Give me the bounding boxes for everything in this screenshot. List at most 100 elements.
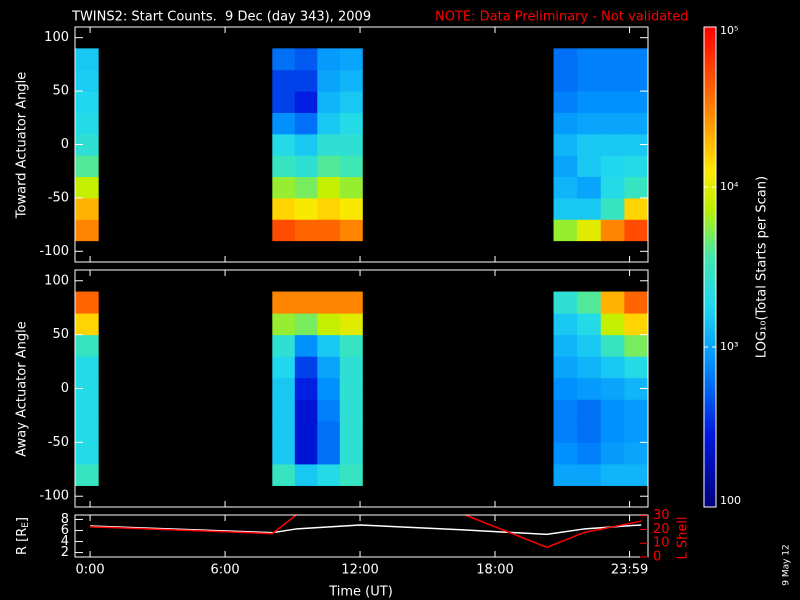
heatmap-cell (317, 334, 341, 357)
colorbar-tick-label: 10⁵ (720, 24, 738, 37)
heatmap-cell (624, 291, 649, 314)
x-tick-label: 23:59 (611, 563, 648, 578)
heatmap-cell (294, 176, 318, 199)
heatmap-cell (75, 155, 99, 178)
heatmap-cell (294, 91, 318, 113)
heatmap-cell (553, 334, 578, 357)
heatmap-cell (272, 112, 296, 135)
heatmap-cell (317, 91, 341, 113)
heatmap-cell (75, 334, 99, 357)
heatmap-cell (294, 155, 318, 178)
heatmap-cell (317, 197, 341, 220)
x-tick-label: 6:00 (210, 563, 239, 578)
heatmap-cell (75, 91, 99, 113)
heatmap-cell (317, 463, 341, 486)
heatmap-cell (577, 176, 602, 199)
heatmap-cell (577, 69, 602, 92)
heatmap-cell (75, 291, 99, 314)
heatmap-cell (624, 48, 649, 71)
heatmap-cell (294, 197, 318, 220)
heatmap-cell (272, 69, 296, 92)
y-tick-label: -50 (48, 190, 69, 205)
heatmap-cell (339, 291, 363, 314)
heatmap-cell (600, 463, 625, 486)
heatmap-cell (600, 91, 625, 113)
heatmap-cell (577, 334, 602, 357)
line-series (90, 515, 642, 549)
heatmap-cell (294, 399, 318, 422)
heatmap-cell (577, 112, 602, 135)
heatmap-cell (624, 313, 649, 336)
y-tick-label: 0 (61, 381, 69, 396)
heatmap-cell (577, 356, 602, 379)
colorbar-tick-label: 10³ (720, 340, 738, 353)
heatmap-cell (624, 356, 649, 379)
heatmap-cell (553, 176, 578, 199)
heatmap-cell (553, 377, 578, 400)
heatmap-cell (272, 399, 296, 422)
heatmap-cell (553, 219, 578, 242)
heatmap-cell (553, 420, 578, 443)
heatmap-cell (317, 176, 341, 199)
colorbar-tick-label: 100 (720, 494, 741, 507)
heatmap-cell (624, 155, 649, 178)
colorbar-label: LOG₁₀(Total Starts per Scan) (755, 176, 770, 358)
plot-frame (74, 514, 649, 558)
heatmap-cell (317, 69, 341, 92)
heatmap-cell (75, 420, 99, 443)
heatmap-cell (600, 399, 625, 422)
heatmap-cell (317, 155, 341, 178)
heatmap-cell (624, 377, 649, 400)
x-label: Time (UT) (328, 585, 393, 600)
heatmap-cell (272, 91, 296, 113)
heatmap-cell (339, 133, 363, 156)
heatmap-cell (339, 420, 363, 443)
heatmap-cell (272, 291, 296, 314)
heatmap-cell (75, 48, 99, 71)
heatmap-cell (339, 48, 363, 71)
y-label: Away Actuator Angle (15, 321, 30, 456)
heatmap-cell (317, 291, 341, 314)
y2-tick-label: 30 (653, 508, 670, 523)
heatmap-cell (317, 356, 341, 379)
heatmap-cell (272, 420, 296, 443)
heatmap-cell (317, 377, 341, 400)
heatmap-cell (294, 313, 318, 336)
heatmap-cell (624, 69, 649, 92)
heatmap-cell (317, 112, 341, 135)
y2-tick-label: 0 (653, 550, 661, 565)
y-tick-label: 0 (61, 137, 69, 152)
y-label-part: R [R (15, 528, 30, 555)
colorbar (703, 26, 717, 508)
heatmap-cell (317, 313, 341, 336)
heatmap-cell (294, 442, 318, 465)
heatmap-cell (75, 112, 99, 135)
y2-tick-label: 10 (653, 536, 670, 551)
heatmap-cell (339, 463, 363, 486)
heatmap-cell (553, 155, 578, 178)
heatmap-cell (600, 69, 625, 92)
heatmap-cell (294, 334, 318, 357)
heatmap-cell (577, 133, 602, 156)
y-tick-label: 50 (52, 84, 69, 99)
y2-label: L Shell (676, 516, 691, 559)
heatmap-cell (339, 442, 363, 465)
y-tick-label: -100 (39, 244, 69, 259)
heatmap-cell (317, 133, 341, 156)
heatmap-cell (339, 356, 363, 379)
heatmap-cell (624, 420, 649, 443)
heatmap-cell (577, 463, 602, 486)
y-tick-label: -50 (48, 435, 69, 450)
heatmap-cell (294, 48, 318, 71)
heatmap-cell (294, 291, 318, 314)
y-tick-label: 100 (44, 30, 69, 45)
heatmap-cell (339, 334, 363, 357)
heatmap-cell (600, 219, 625, 242)
heatmap-cell (600, 356, 625, 379)
x-tick-label: 12:00 (341, 563, 378, 578)
heatmap-cell (577, 155, 602, 178)
heatmap-cell (272, 377, 296, 400)
y-tick-label: 8 (61, 512, 69, 527)
y-tick-label: 50 (52, 327, 69, 342)
